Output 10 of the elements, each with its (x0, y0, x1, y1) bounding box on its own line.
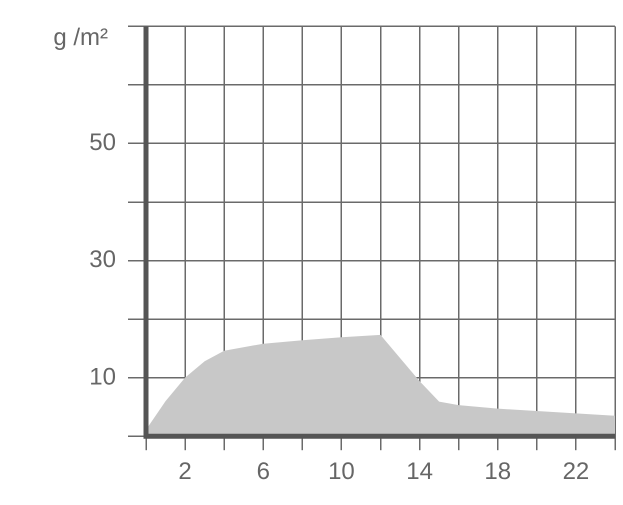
x-tick-label: 14 (406, 458, 433, 486)
x-tick-label: 18 (484, 458, 512, 486)
x-tick-label: 6 (256, 458, 270, 486)
y-tick-label: 50 (89, 129, 116, 156)
y-tick-label: 10 (89, 363, 116, 390)
y-axis-title: g /m² (53, 24, 108, 52)
y-tick-label: 30 (89, 246, 116, 274)
x-tick-label: 10 (328, 458, 355, 486)
x-tick-label: 2 (178, 458, 192, 486)
x-tick-label: 22 (562, 458, 590, 486)
